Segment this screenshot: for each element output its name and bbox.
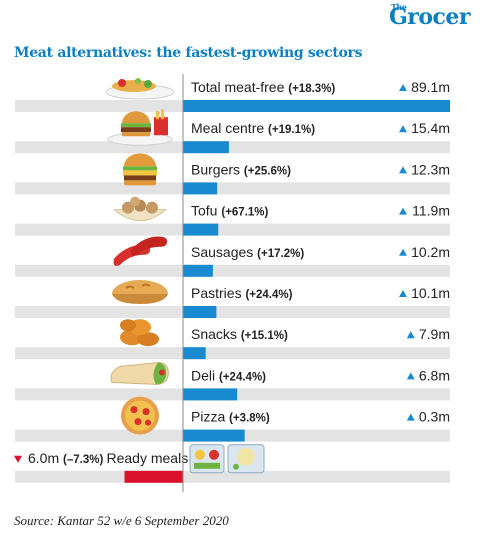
pizza-icon [121,396,159,435]
category-label: Burgers (+25.6%) [191,161,291,177]
salad-plate-icon [105,78,175,100]
value-label: 10.1m [411,285,450,301]
category-label: Tofu (+67.1%) [191,203,269,219]
arrow-up-icon [406,372,415,380]
growth-label: (+17.2%) [257,248,304,260]
ready-meal-tray-icon [189,444,265,474]
growth-label: (+24.4%) [219,371,266,383]
bar-row-burgers [183,182,218,195]
bar-row-sausages [183,264,213,277]
value-label: 0.3m [419,409,450,425]
category-name: Ready meals [106,450,188,466]
bar-row-ready-meals [124,470,183,483]
value-label: 12.3m [411,161,450,177]
track-row-ready-meals [15,470,450,483]
tofu-bowl-icon [112,196,168,222]
bar-row-deli [183,388,238,401]
category-name: Meal centre [191,120,268,136]
category-label: Meal centre (+19.1%) [191,120,315,136]
bar-row-pastries [183,306,217,318]
category-name: Snacks [191,326,241,342]
value-label: 7.9m [419,326,450,342]
category-name: Pastries [191,285,245,301]
value-label: 15.4m [411,120,450,136]
growth-label: (+15.1%) [241,330,288,342]
category-name: Tofu [191,203,221,219]
nuggets-icon [120,319,159,347]
category-label: Pizza (+3.8%) [191,409,270,425]
value-label: 10.2m [411,244,450,260]
arrow-down-icon [14,455,22,463]
category-label: Sausages (+17.2%) [191,244,304,260]
category-label: Snacks (+15.1%) [191,326,288,342]
arrow-up-icon [399,290,407,297]
source-note: Source: Kantar 52 w/e 6 September 2020 [14,513,229,528]
pie-icon [112,280,168,304]
bar-row-pizza [183,429,245,442]
category-name: Deli [191,367,219,383]
track-row-pastries [15,306,450,318]
value-label: 6.8m [419,367,450,383]
value-label: 89.1m [411,79,450,95]
bar-row-meal-centre [183,141,229,154]
bars [124,100,450,483]
category-name: Pizza [191,409,229,425]
growth-label: (+25.6%) [244,165,291,177]
growth-label: (+24.4%) [245,289,292,301]
logo-text: Grocer [388,4,471,30]
track-row-burgers [15,182,450,195]
growth-label: (+67.1%) [221,207,268,219]
growth-label: (+19.1%) [268,124,315,136]
sausages-icon [113,236,168,266]
arrow-up-icon [406,331,415,339]
bar-row-total-meat-free [183,100,450,112]
category-labels: Total meat-free (+18.3%) 89.1m Meal centre… [14,79,450,466]
burger-icon [123,153,157,186]
arrow-up-icon [399,166,407,174]
the-grocer-logo: The Grocer [388,2,471,30]
track-row-tofu [15,223,450,236]
track-row-sausages [15,264,450,277]
arrow-up-icon [399,84,407,91]
category-name: Sausages [191,244,257,260]
track-row-meal-centre [15,141,450,154]
category-label: 6.0m (–7.3%) Ready meals [28,450,188,466]
arrow-up-icon [399,125,407,133]
bar-row-tofu [183,223,219,236]
arrow-up-icon [399,207,407,215]
growth-label: (–7.3%) [63,454,106,466]
category-label: Total meat-free (+18.3%) [191,79,335,95]
growth-label: (+3.8%) [229,413,270,425]
wrap-icon [110,361,169,385]
category-name: Total meat-free [191,79,288,95]
category-name: Burgers [191,161,244,177]
bar-row-snacks [183,347,206,360]
header-bar: The Grocer [0,0,480,38]
growth-label: (+18.3%) [288,83,335,95]
category-label: Pastries (+24.4%) [191,285,293,301]
arrow-up-icon [406,413,415,421]
logo-small-text: The [390,2,407,12]
track-row-snacks [15,347,450,360]
category-icons [105,78,265,474]
burger-meal-icon [107,109,173,146]
category-label: Deli (+24.4%) [191,367,266,383]
value-label: 11.9m [412,203,450,219]
arrow-up-icon [399,248,407,256]
chart-title: Meat alternatives: the fastest-growing s… [14,45,363,61]
value-label: 6.0m [28,450,63,466]
